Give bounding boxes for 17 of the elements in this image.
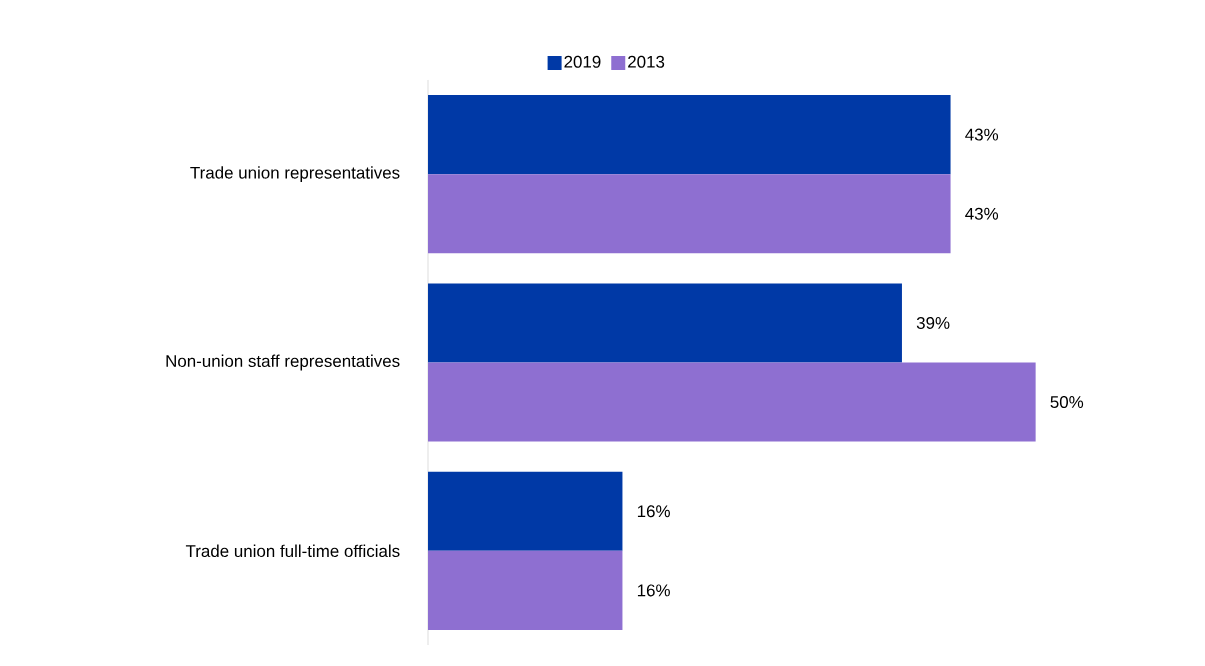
bar (428, 550, 623, 630)
data-label: 16% (637, 584, 670, 597)
bar (428, 283, 902, 363)
data-label: 50% (1050, 396, 1084, 409)
legend-label: 2019 (564, 55, 601, 68)
data-label: 39% (916, 316, 950, 329)
y-tick-label: Trade union full-time officials (185, 544, 400, 558)
y-tick-label: Non-union staff representatives (166, 354, 400, 371)
bar (428, 362, 1036, 442)
bar (428, 471, 623, 551)
data-label: 43% (965, 128, 999, 141)
legend-label: 2013 (628, 55, 665, 68)
bar (428, 174, 951, 254)
data-label: 16% (637, 505, 670, 518)
data-label: 43% (965, 207, 999, 220)
y-tick-label: Trade union representatives (190, 166, 400, 183)
bar (428, 95, 951, 175)
